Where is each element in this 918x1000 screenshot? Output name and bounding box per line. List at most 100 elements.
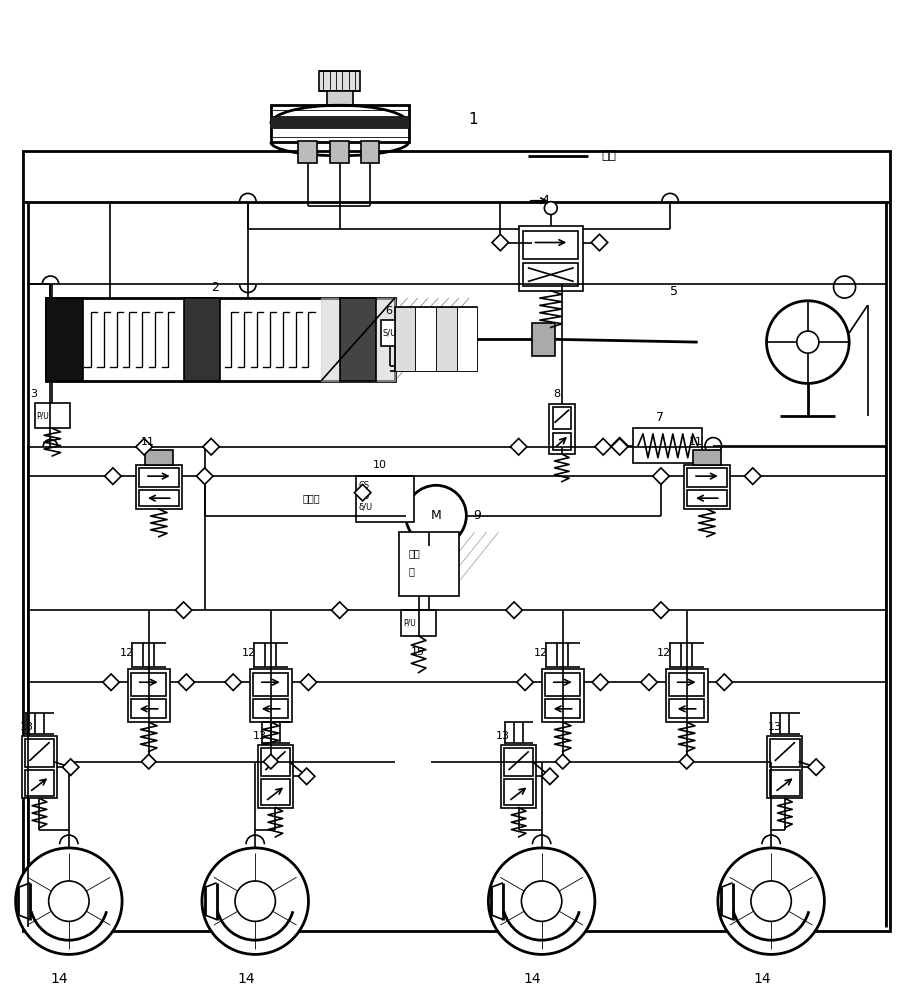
Polygon shape — [506, 602, 522, 618]
Bar — [549, 404, 575, 454]
Bar — [46, 298, 395, 381]
Text: 油管: 油管 — [601, 149, 616, 162]
Bar — [131, 699, 166, 718]
Bar — [770, 739, 800, 767]
Circle shape — [751, 881, 791, 921]
Text: 4: 4 — [542, 194, 550, 207]
Circle shape — [406, 485, 466, 546]
Bar — [399, 532, 459, 596]
Bar — [139, 468, 179, 487]
Polygon shape — [331, 602, 348, 618]
Polygon shape — [178, 674, 195, 690]
Bar — [669, 699, 704, 718]
Text: 7: 7 — [656, 411, 665, 424]
Text: 13: 13 — [767, 722, 781, 732]
Bar — [542, 669, 584, 722]
Bar — [767, 736, 802, 798]
Text: 11: 11 — [140, 437, 154, 447]
Text: P/U: P/U — [37, 411, 50, 420]
Bar — [519, 226, 583, 291]
Circle shape — [834, 276, 856, 298]
Polygon shape — [679, 754, 694, 769]
Polygon shape — [653, 602, 669, 618]
Text: 8: 8 — [554, 389, 561, 399]
Text: 14: 14 — [50, 972, 69, 986]
Bar — [46, 298, 83, 381]
Bar — [532, 323, 555, 356]
Bar — [319, 71, 360, 91]
Bar — [666, 669, 708, 722]
Text: 单向阀: 单向阀 — [303, 493, 320, 503]
Bar — [687, 490, 727, 506]
Bar — [356, 476, 414, 522]
Bar — [271, 117, 409, 128]
Polygon shape — [653, 468, 669, 484]
Text: i/U: i/U — [358, 492, 369, 501]
Circle shape — [544, 202, 557, 215]
Polygon shape — [716, 674, 733, 690]
Bar — [553, 433, 571, 450]
Polygon shape — [744, 468, 761, 484]
Polygon shape — [591, 234, 608, 251]
Bar — [23, 151, 890, 931]
Polygon shape — [225, 674, 241, 690]
Bar — [250, 669, 292, 722]
Bar — [504, 779, 533, 805]
Text: 5: 5 — [670, 285, 678, 298]
Polygon shape — [517, 674, 533, 690]
Polygon shape — [136, 438, 152, 455]
Polygon shape — [203, 438, 219, 455]
Bar — [139, 490, 179, 506]
Polygon shape — [105, 468, 121, 484]
Text: CS: CS — [358, 481, 369, 490]
Polygon shape — [62, 759, 79, 775]
Polygon shape — [611, 438, 628, 455]
Bar — [261, 748, 290, 776]
Polygon shape — [641, 674, 657, 690]
Polygon shape — [542, 768, 558, 785]
Text: 12: 12 — [533, 648, 547, 658]
Circle shape — [49, 881, 89, 921]
Bar — [401, 610, 436, 636]
Bar — [415, 307, 436, 371]
Polygon shape — [196, 468, 213, 484]
Polygon shape — [808, 759, 824, 775]
Polygon shape — [555, 754, 570, 769]
Polygon shape — [141, 754, 156, 769]
Bar — [136, 465, 182, 509]
Circle shape — [718, 848, 824, 954]
Text: M: M — [431, 509, 442, 522]
Text: 1: 1 — [468, 112, 477, 127]
Bar — [298, 141, 317, 163]
Bar — [523, 231, 578, 259]
Text: 12: 12 — [241, 648, 255, 658]
Polygon shape — [175, 602, 192, 618]
Bar — [128, 669, 170, 722]
Bar — [258, 745, 293, 808]
Text: 2: 2 — [211, 281, 219, 294]
Bar — [253, 673, 288, 696]
Bar — [545, 673, 580, 696]
Bar — [361, 141, 379, 163]
Polygon shape — [298, 768, 315, 785]
Bar — [395, 307, 477, 371]
Bar — [22, 736, 57, 798]
Bar — [501, 745, 536, 808]
Bar — [693, 450, 721, 465]
Polygon shape — [510, 438, 527, 455]
Bar — [523, 263, 578, 286]
Text: 15: 15 — [410, 647, 424, 657]
Text: S/U: S/U — [383, 328, 397, 337]
Circle shape — [705, 438, 722, 454]
Bar — [35, 403, 70, 428]
Bar — [330, 141, 349, 163]
Text: 13: 13 — [20, 722, 34, 732]
Text: P/U: P/U — [403, 619, 416, 628]
Circle shape — [521, 881, 562, 921]
Circle shape — [797, 331, 819, 353]
Bar — [327, 91, 353, 108]
Circle shape — [235, 881, 275, 921]
Bar — [131, 673, 166, 696]
Bar — [340, 298, 376, 381]
Text: 12: 12 — [119, 648, 133, 658]
